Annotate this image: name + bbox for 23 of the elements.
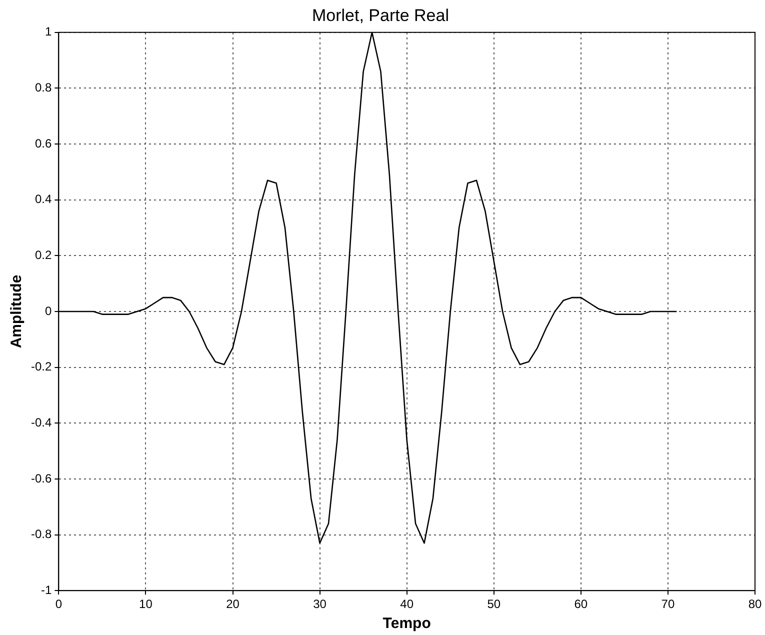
y-tick-label: -0.8: [30, 527, 52, 542]
x-tick-label: 70: [661, 597, 675, 612]
x-tick-label: 30: [313, 597, 327, 612]
y-axis-title: Amplitude: [8, 274, 26, 348]
y-tick-label: -0.4: [30, 415, 52, 430]
y-tick-label: 0.6: [34, 136, 52, 150]
x-axis-title: Tempo: [382, 615, 431, 632]
y-tick-label: 1: [44, 24, 52, 39]
y-tick-label: 0: [44, 304, 52, 318]
x-tick-label: 80: [748, 597, 762, 612]
x-tick-label: 20: [226, 597, 240, 612]
y-tick-label: 0.4: [34, 192, 52, 206]
chart-title: Morlet, Parte Real: [312, 6, 449, 25]
x-tick-label: 0: [55, 597, 62, 612]
y-tick-label: 0.8: [34, 80, 52, 95]
x-tick-label: 40: [400, 597, 414, 612]
x-tick-label: 60: [574, 597, 588, 612]
x-tick-label: 50: [487, 597, 501, 612]
y-tick-label: -1: [41, 582, 52, 597]
y-tick-label: 0.2: [34, 248, 52, 262]
y-tick-label: -0.6: [30, 471, 52, 486]
x-tick-label: 10: [139, 597, 153, 612]
y-tick-label: -0.2: [30, 360, 52, 374]
